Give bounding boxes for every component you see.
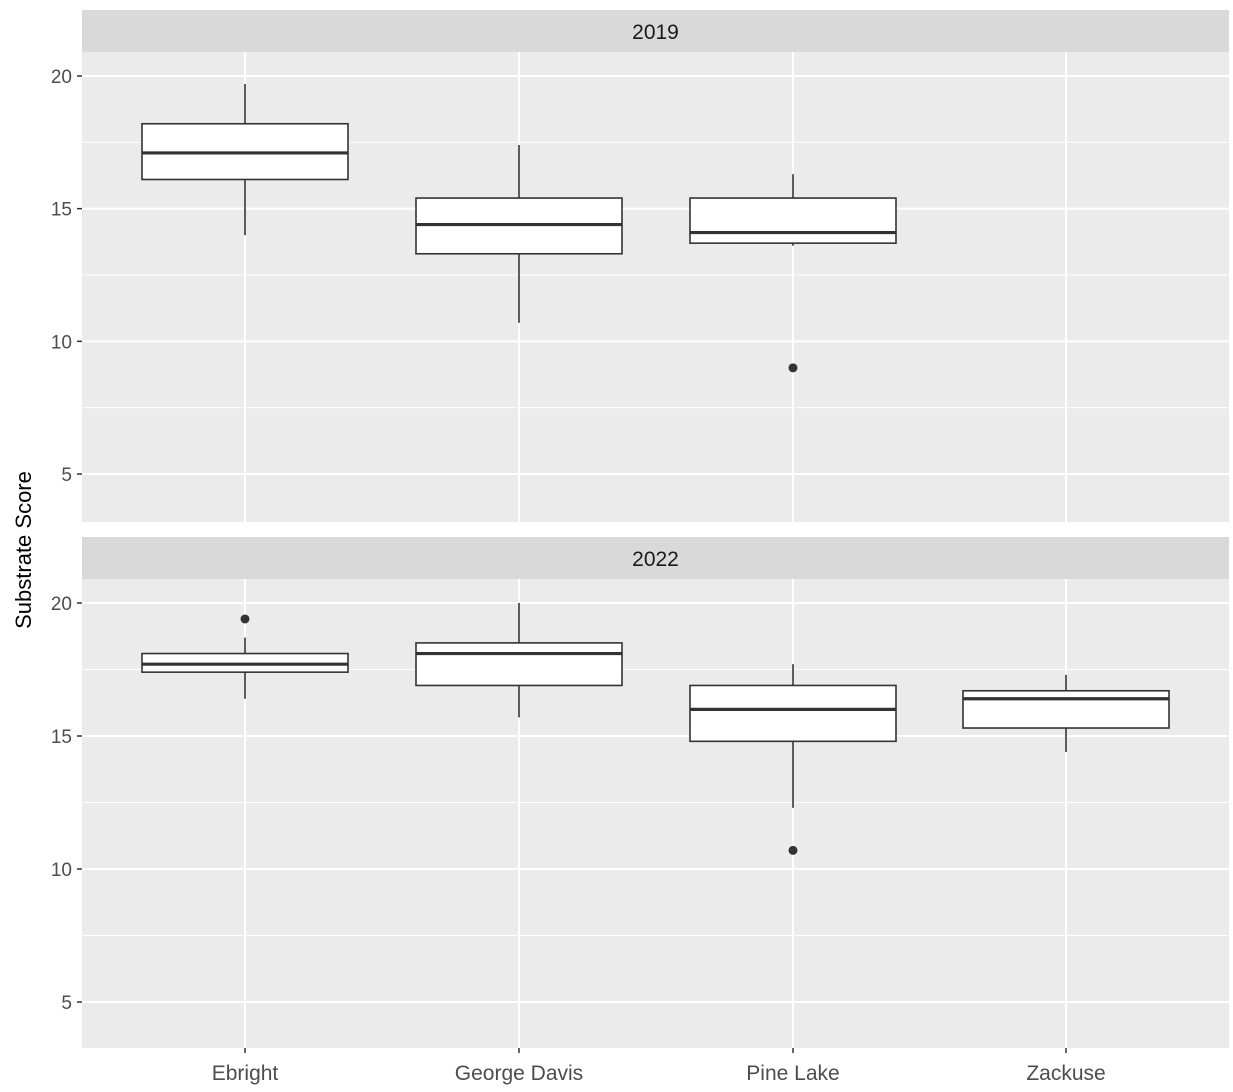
x-tick-label: George Davis (455, 1062, 583, 1085)
y-tick-label: 5 (61, 993, 72, 1014)
outlier-point (788, 845, 798, 855)
facet-strip (82, 10, 1229, 52)
facet-strip (82, 537, 1229, 579)
x-tick-label: Pine Lake (746, 1062, 839, 1085)
y-axis-title: Substrate Score (11, 471, 36, 629)
facet-strip-label: 2019 (632, 21, 679, 44)
y-tick-label: 5 (61, 465, 72, 486)
x-tick-label: Ebright (212, 1062, 279, 1085)
y-tick-label: 15 (51, 200, 72, 221)
box-iqr (415, 642, 623, 687)
outlier-point (788, 363, 798, 373)
y-tick-label: 15 (51, 727, 72, 748)
y-tick-label: 20 (51, 594, 72, 615)
facet-strip-label: 2022 (632, 548, 679, 571)
box-iqr (962, 689, 1170, 729)
facet-panel (82, 579, 1229, 1048)
outlier-point (240, 614, 250, 624)
box-iqr (689, 197, 897, 244)
y-tick-label: 20 (51, 67, 72, 88)
x-tick-label: Zackuse (1026, 1062, 1105, 1085)
facet-panel (82, 52, 1229, 522)
y-tick-label: 10 (51, 332, 72, 353)
box-iqr (689, 684, 897, 743)
y-tick-label: 10 (51, 860, 72, 881)
